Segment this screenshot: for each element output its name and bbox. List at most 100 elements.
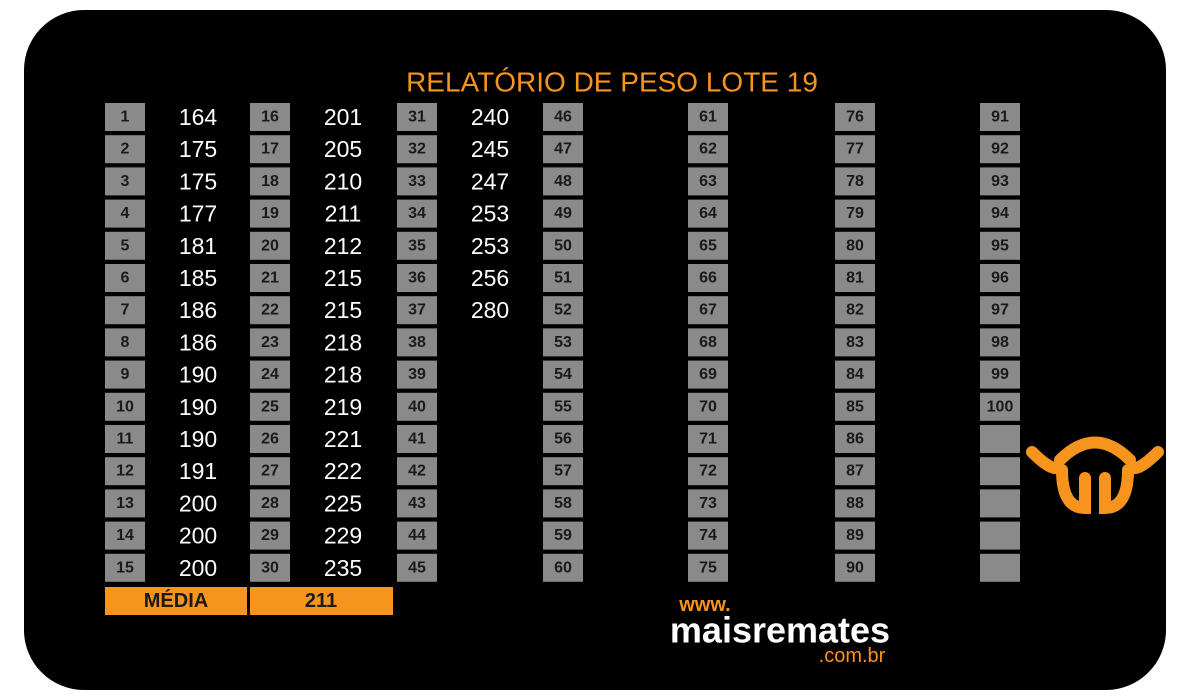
animal-number: 79 (846, 205, 864, 222)
animal-number: 49 (554, 205, 572, 222)
animal-number: 10 (116, 398, 134, 415)
number-box (835, 167, 875, 196)
number-box (250, 457, 290, 486)
number-box (543, 167, 583, 196)
animal-weight: 240 (471, 104, 509, 130)
animal-number: 64 (699, 205, 717, 222)
animal-number: 59 (554, 527, 572, 544)
number-box (250, 199, 290, 228)
animal-number: 44 (408, 527, 426, 544)
animal-number: 81 (846, 270, 864, 287)
animal-number: 97 (991, 302, 1009, 319)
animal-number: 67 (699, 302, 717, 319)
number-box (397, 457, 437, 486)
animal-number: 75 (699, 559, 717, 576)
number-box (105, 521, 145, 550)
animal-number: 12 (116, 463, 134, 480)
animal-number: 57 (554, 463, 572, 480)
number-box (835, 296, 875, 325)
number-box (105, 199, 145, 228)
number-box (688, 103, 728, 131)
animal-weight: 190 (179, 394, 217, 420)
animal-number: 1 (121, 109, 130, 126)
number-box (105, 296, 145, 325)
animal-weight: 210 (324, 168, 362, 194)
number-box (543, 521, 583, 550)
animal-number: 39 (408, 366, 426, 383)
number-box (980, 135, 1020, 164)
animal-number: 78 (846, 173, 864, 190)
number-box (543, 425, 583, 453)
animal-number: 9 (121, 366, 130, 383)
animal-number: 11 (117, 431, 134, 448)
number-box (397, 553, 437, 582)
number-box (543, 135, 583, 164)
number-box (835, 103, 875, 131)
number-box (250, 521, 290, 550)
number-box (688, 489, 728, 518)
number-box (105, 135, 145, 164)
number-box (397, 521, 437, 550)
animal-number: 37 (408, 302, 426, 319)
animal-weight: 280 (471, 297, 509, 323)
animal-number: 89 (846, 527, 864, 544)
animal-number: 98 (991, 334, 1009, 351)
animal-weight: 205 (324, 136, 362, 162)
number-box (397, 328, 437, 357)
animal-weight: 256 (471, 265, 509, 291)
animal-weight: 215 (324, 297, 362, 323)
number-box (688, 457, 728, 486)
animal-number: 83 (846, 334, 864, 351)
animal-number: 66 (699, 270, 717, 287)
animal-weight: 212 (324, 233, 362, 259)
animal-weight: 253 (471, 201, 509, 227)
number-box (980, 199, 1020, 228)
number-box (980, 521, 1020, 550)
animal-number: 80 (846, 237, 864, 254)
number-box (980, 231, 1020, 260)
number-box (250, 231, 290, 260)
logo-prefix: www. (678, 594, 730, 616)
average-label: MÉDIA (144, 589, 208, 612)
animal-number: 86 (846, 431, 864, 448)
bull-face-right (1099, 464, 1134, 515)
animal-number: 70 (699, 398, 717, 415)
animal-number: 14 (116, 527, 134, 544)
animal-number: 15 (116, 559, 134, 576)
animal-number: 17 (261, 141, 279, 158)
animal-number: 19 (261, 205, 279, 222)
animal-number: 56 (554, 431, 572, 448)
number-box (688, 425, 728, 453)
animal-number: 40 (408, 398, 426, 415)
animal-number: 68 (699, 334, 717, 351)
animal-number: 24 (261, 366, 279, 383)
number-box (543, 328, 583, 357)
animal-weight: 200 (179, 523, 217, 549)
number-box (105, 231, 145, 260)
number-box (250, 296, 290, 325)
average-value: 211 (305, 590, 337, 612)
number-box (688, 553, 728, 582)
animal-number: 36 (408, 270, 426, 287)
number-box (250, 489, 290, 518)
number-box (543, 103, 583, 131)
number-box (397, 489, 437, 518)
number-box (980, 392, 1020, 421)
number-box (105, 264, 145, 292)
animal-number: 74 (699, 527, 717, 544)
number-box (397, 135, 437, 164)
number-box (397, 296, 437, 325)
animal-number: 63 (699, 173, 717, 190)
animal-number: 65 (699, 237, 717, 254)
number-box (250, 264, 290, 292)
number-box (543, 457, 583, 486)
animal-number: 13 (116, 495, 134, 512)
number-box (980, 264, 1020, 292)
animal-number: 45 (408, 559, 426, 576)
number-box (835, 392, 875, 421)
animal-number: 35 (408, 237, 426, 254)
number-box (543, 231, 583, 260)
animal-weight: 186 (179, 329, 217, 355)
animal-number: 32 (408, 141, 426, 158)
animal-number: 100 (987, 398, 1014, 415)
